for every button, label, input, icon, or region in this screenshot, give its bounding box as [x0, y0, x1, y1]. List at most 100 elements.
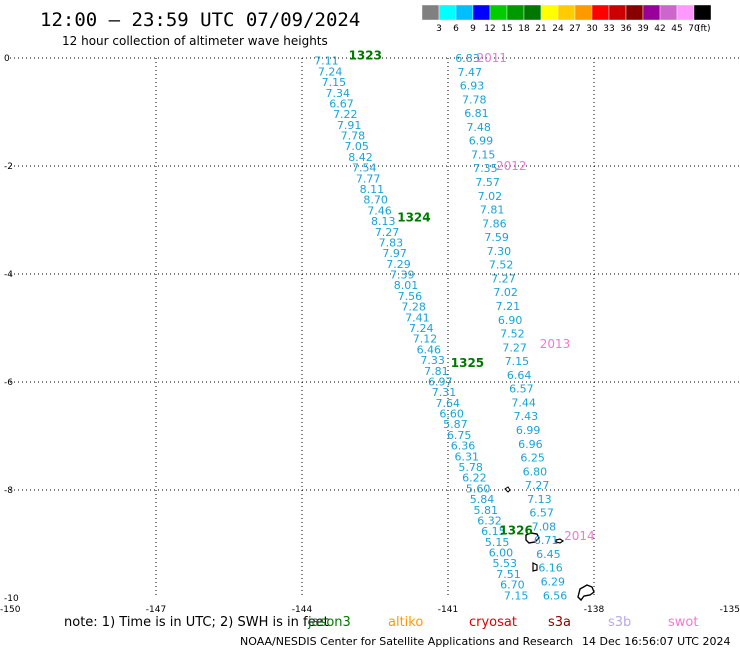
pass-number-label: 2014: [564, 529, 595, 543]
pass-number-label: 1323: [349, 48, 382, 62]
wave-height-label: 7.59: [484, 231, 509, 244]
wave-height-label: 7.15: [505, 355, 530, 368]
colorbar-swatch: [557, 4, 576, 21]
wave-height-label: 7.24: [318, 65, 343, 78]
colorbar-label: 39: [637, 24, 649, 34]
satellite-name-s3b: s3b: [608, 615, 631, 630]
wave-height-label: 7.08: [532, 520, 557, 533]
pass-number-label: 2013: [540, 337, 571, 351]
wave-height-label: 8.70: [363, 194, 388, 207]
wave-height-label: 6.64: [507, 369, 532, 382]
wave-height-label: 7.02: [493, 286, 518, 299]
wave-height-label: 5.15: [485, 536, 510, 549]
colorbar-swatch: [540, 4, 559, 21]
wave-height-label: 6.81: [464, 107, 489, 120]
x-tick-label: -147: [146, 605, 166, 615]
wave-height-label: 6.16: [538, 562, 563, 575]
wave-height-label: 7.24: [409, 322, 434, 335]
wave-height-label: 7.43: [514, 410, 539, 423]
wave-height-label: 6.90: [498, 314, 523, 327]
wave-height-label: 7.22: [333, 108, 358, 121]
colorbar-swatch: [693, 4, 712, 21]
wave-height-label: 8.01: [394, 279, 419, 292]
wave-height-label: 7.57: [475, 176, 500, 189]
wave-height-label: 7.56: [398, 290, 423, 303]
satellite-name-s3a: s3a: [548, 615, 571, 630]
colorbar-label: 70: [688, 24, 700, 34]
colorbar-swatch: [659, 4, 678, 21]
satellite-name-swot: swot: [668, 615, 698, 630]
wave-height-label: 6.96: [518, 438, 543, 451]
wave-height-label: 8.13: [371, 215, 396, 228]
y-tick-label: -8: [4, 486, 13, 496]
colorbar-label: 33: [603, 24, 614, 34]
y-tick-label: 0: [4, 54, 10, 64]
wave-height-label: 7.13: [527, 493, 552, 506]
x-tick-label: -141: [438, 605, 458, 615]
wave-height-label: 6.97: [428, 375, 453, 388]
wave-height-label: 6.75: [447, 429, 472, 442]
wave-height-label: 7.41: [405, 311, 430, 324]
pass-number-label: 2011: [477, 51, 508, 65]
wave-height-label: 7.12: [413, 333, 438, 346]
pass-number-label: 1325: [451, 356, 484, 370]
wave-height-label: 6.25: [520, 452, 545, 465]
generated-timestamp: 14 Dec 16:56:07 UTC 2024: [582, 635, 730, 648]
wave-height-label: 7.27: [375, 226, 400, 239]
wave-height-label: 6.56: [543, 589, 568, 602]
wave-height-label: 7.52: [489, 259, 514, 272]
wave-height-label: 7.51: [496, 568, 521, 581]
colorbar-label: 9: [470, 24, 476, 34]
wave-height-label: 7.46: [367, 204, 392, 217]
wave-height-label: 8.42: [348, 151, 373, 164]
pass-number-label: 1324: [397, 210, 430, 224]
satellite-name-jason3: jason3: [307, 615, 351, 630]
wave-height-label: 7.28: [401, 301, 426, 314]
colorbar-swatch: [472, 4, 491, 21]
wave-height-label: 6.71: [534, 534, 559, 547]
colorbar-swatch: [421, 4, 440, 21]
colorbar-label: 15: [501, 24, 512, 34]
colorbar-label: 30: [586, 24, 598, 34]
wave-height-label: 7.48: [466, 121, 491, 134]
colorbar-label: 27: [569, 24, 580, 34]
wave-height-label: 7.31: [432, 386, 457, 399]
colorbar-swatch: [523, 4, 542, 21]
wave-height-label: 7.64: [436, 397, 461, 410]
wave-height-label: 8.11: [360, 183, 385, 196]
colorbar-swatch: [455, 4, 474, 21]
colorbar-label: 3: [436, 24, 442, 34]
wave-height-label: 6.57: [509, 383, 534, 396]
wave-height-label: 6.67: [329, 97, 354, 110]
colorbar-label: 24: [552, 24, 564, 34]
wave-height-label: 6.31: [455, 450, 480, 463]
altimeter-tracks: 7.117.247.157.346.677.227.917.787.058.42…: [314, 48, 595, 602]
wave-height-label: 5.87: [443, 418, 468, 431]
wave-height-label: 6.15: [481, 525, 506, 538]
wave-height-label: 7.15: [504, 589, 529, 602]
page-subtitle: 12 hour collection of altimeter wave hei…: [62, 34, 328, 48]
page-title: 12:00 – 23:59 UTC 07/09/2024: [40, 9, 360, 31]
wave-height-label: 7.35: [473, 162, 498, 175]
wave-height-label: 7.91: [337, 119, 362, 132]
wave-height-label: 6.22: [462, 472, 487, 485]
wave-height-label: 7.78: [462, 93, 487, 106]
colorbar-swatch: [591, 4, 610, 21]
wave-height-label: 6.00: [489, 547, 514, 560]
wave-height-label: 7.33: [420, 354, 445, 367]
wave-height-label: 6.99: [469, 135, 494, 148]
wave-height-label: 6.36: [451, 440, 476, 453]
wave-height-label: 7.30: [487, 245, 512, 258]
wave-height-label: 7.29: [386, 258, 411, 271]
wave-height-label: 6.60: [439, 408, 464, 421]
y-tick-label: -2: [4, 162, 13, 172]
x-tick-label: -150: [0, 605, 21, 615]
colorbar-label: 36: [620, 24, 632, 34]
x-tick-label: -144: [292, 605, 313, 615]
wave-height-label: 7.15: [322, 76, 347, 89]
units-note: note: 1) Time is in UTC; 2) SWH is in fe…: [64, 615, 329, 630]
colorbar-swatch: [625, 4, 644, 21]
wave-height-label: 7.39: [390, 269, 415, 282]
